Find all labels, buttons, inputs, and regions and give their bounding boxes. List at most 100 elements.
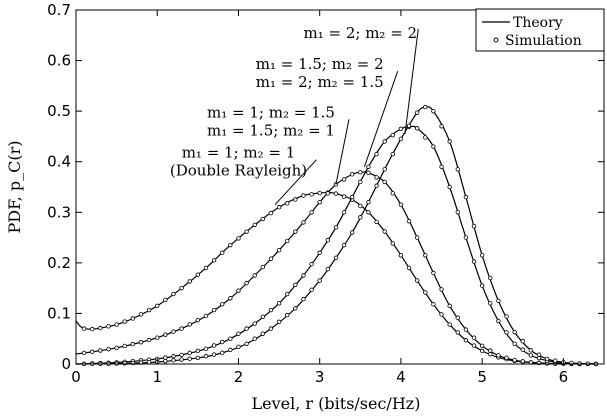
simulation-point [252, 336, 257, 341]
x-tick-label: 4 [396, 368, 406, 386]
simulation-point [382, 229, 387, 234]
simulation-point [341, 210, 347, 215]
simulation-point [398, 126, 404, 132]
simulation-point [252, 273, 257, 278]
simulation-point [163, 358, 168, 364]
simulation-point [187, 350, 192, 356]
simulation-point [268, 256, 274, 261]
simulation-point [414, 235, 420, 240]
simulation-point [390, 241, 395, 246]
simulation-point [187, 279, 192, 284]
simulation-point [496, 298, 501, 303]
y-tick-label: 0 [61, 355, 71, 373]
simulation-point [463, 194, 469, 200]
simulation-point [81, 326, 87, 331]
simulation-point [260, 314, 266, 319]
simulation-point [471, 259, 477, 264]
simulation-point [463, 338, 469, 343]
y-tick-label: 0.6 [47, 52, 71, 70]
simulation-point [479, 283, 485, 288]
simulation-point [349, 230, 355, 235]
simulation-point [398, 253, 404, 258]
simulation-point [317, 278, 322, 283]
simulation-point [130, 316, 136, 321]
simulation-point [333, 225, 339, 230]
plot-layer [75, 104, 599, 367]
simulation-point [309, 192, 314, 197]
simulation-point [512, 358, 517, 363]
simulation-point [471, 335, 477, 340]
simulation-point [325, 191, 331, 196]
simulation-point [293, 229, 298, 234]
simulation-point [455, 167, 460, 172]
simulation-point [163, 355, 168, 360]
y-axis-label: PDF, p_C(r) [5, 141, 24, 234]
simulation-point [390, 132, 395, 138]
simulation-point [414, 278, 420, 283]
simulation-point [439, 164, 444, 169]
simulation-point [252, 321, 257, 326]
annotation-label-1: m₁ = 1; m₂ = 1 (Double Rayleigh) [170, 144, 307, 180]
simulation-point [195, 272, 201, 277]
simulation-point [374, 175, 379, 180]
simulation-point [179, 326, 184, 331]
simulation-point [114, 345, 119, 351]
simulation-point [301, 220, 306, 225]
simulation-point [81, 350, 87, 356]
simulation-point [301, 273, 306, 278]
simulation-point [309, 261, 314, 267]
annotation-label-4: m₁ = 2; m₂ = 2 [304, 24, 418, 42]
simulation-point [479, 348, 485, 354]
simulation-point [252, 222, 257, 228]
simulation-point [276, 248, 282, 253]
y-tick-label: 0.7 [47, 1, 71, 19]
simulation-point [439, 287, 444, 292]
annotation-leader-2 [335, 119, 350, 185]
simulation-point [496, 353, 501, 358]
simulation-point [171, 291, 176, 297]
simulation-point [374, 151, 379, 157]
simulation-point [439, 124, 444, 129]
simulation-point [398, 202, 404, 207]
simulation-point [244, 341, 249, 346]
simulation-point [276, 301, 282, 306]
simulation-point [463, 327, 469, 332]
simulation-point [423, 104, 428, 110]
simulation-point [447, 303, 452, 309]
simulation-point [203, 313, 209, 319]
y-tick-label: 0.2 [47, 254, 71, 272]
simulation-point [98, 348, 103, 353]
plot-frame [75, 9, 605, 365]
simulation-point [382, 167, 387, 172]
simulation-point [553, 358, 558, 363]
simulation-point [341, 177, 347, 182]
annotation-label-3: m₁ = 1.5; m₂ = 2 m₁ = 2; m₂ = 1.5 [256, 55, 384, 91]
simulation-point [293, 282, 298, 287]
simulation-point [479, 343, 485, 348]
simulation-point [520, 339, 525, 344]
simulation-point [220, 250, 225, 255]
simulation-point [374, 219, 379, 225]
simulation-point [333, 191, 339, 196]
simulation-point [447, 322, 452, 327]
simulation-point [366, 164, 371, 169]
annotation-label-2: m₁ = 1; m₂ = 1.5 m₁ = 1.5; m₂ = 1 [207, 103, 335, 139]
simulation-point [309, 287, 314, 293]
simulation-point [496, 318, 501, 324]
simulation-point [268, 307, 274, 313]
simulation-point [455, 315, 460, 320]
annotation-layer: m₁ = 1; m₂ = 1 (Double Rayleigh) m₁ = 1; m… [170, 24, 419, 206]
simulation-point [203, 265, 209, 271]
simulation-point [301, 296, 306, 302]
simulation-point [260, 264, 266, 270]
simulation-point [455, 330, 460, 335]
simulation-point [203, 346, 209, 352]
simulation-point [528, 353, 534, 358]
simulation-point [414, 110, 420, 115]
simulation-point [195, 355, 201, 361]
simulation-point [90, 349, 95, 355]
simulation-point [382, 179, 387, 185]
simulation-point [414, 126, 420, 131]
simulation-point [220, 350, 225, 356]
